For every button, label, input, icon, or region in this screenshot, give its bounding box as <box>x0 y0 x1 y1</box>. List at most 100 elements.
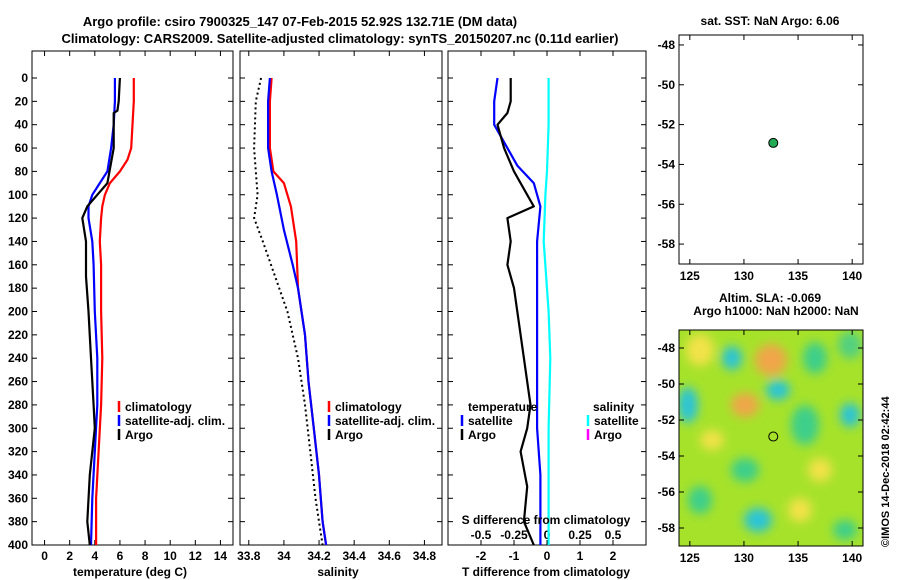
series-line-climatology <box>94 78 135 545</box>
x-tick-label: 14 <box>214 549 228 563</box>
y-tick-label: -52 <box>658 118 676 132</box>
x-tick-label: 6 <box>117 549 124 563</box>
legend-argo-label: Argo <box>125 428 153 442</box>
sla-blob <box>838 331 862 359</box>
figure-title-line2: Climatology: CARS2009. Satellite-adjuste… <box>61 31 618 46</box>
sla-blob <box>700 430 724 450</box>
salinity-legend: climatology satellite-adj. clim. Argo <box>327 400 435 442</box>
salinity-panel: 33.8 34 34.2 34.4 34.6 34.8 climatology satel… <box>237 50 443 579</box>
legend-satellite-label: satellite-adj. clim. <box>125 414 225 428</box>
x-tick-label: 2 <box>66 549 73 563</box>
imos-credit: ©IMOS 14-Dec-2018 02:42:44 <box>880 396 892 547</box>
legend-climatology-label: climatology <box>335 400 402 414</box>
legend-temperature-title: temperature <box>468 400 538 414</box>
y-tick-label: -50 <box>658 377 676 391</box>
argo-location-marker <box>768 137 779 148</box>
series-line-argo <box>81 77 121 546</box>
y-tick-label: -58 <box>658 237 676 251</box>
altimetry-map-title: Altim. SLA: -0.069 <box>719 291 821 305</box>
sla-blob <box>722 346 742 370</box>
x-tick-label: 34.6 <box>378 549 402 563</box>
y-tick-label: 400 <box>8 538 28 552</box>
y-tick-label: 20 <box>15 94 29 108</box>
series-line-satellite-adj-clim- <box>267 77 328 546</box>
x-tick-label: 10 <box>164 549 178 563</box>
series-line-satellite-adj-clim- <box>87 78 117 546</box>
y-tick-label: 60 <box>15 141 29 155</box>
sla-blob <box>803 342 827 374</box>
x-tick-label: 0 <box>41 549 48 563</box>
legend-s-argo-label: Argo <box>594 428 622 442</box>
x-tick-label: 1 <box>577 549 584 563</box>
sla-blob <box>744 508 772 532</box>
y-tick-label: 320 <box>8 445 28 459</box>
s-tick-label: 0 <box>544 528 551 542</box>
y-tick-label: 140 <box>8 234 28 248</box>
altimetry-map-frame <box>678 329 864 547</box>
sst-map-frame <box>678 34 864 265</box>
x-tick-label: 130 <box>734 269 754 283</box>
y-tick-label: -48 <box>658 341 676 355</box>
s-tick-label: -0.5 <box>471 528 492 542</box>
y-tick-label: 240 <box>8 351 28 365</box>
legend-argo-label: Argo <box>335 428 363 442</box>
y-tick-label: 260 <box>8 375 28 389</box>
y-tick-label: -50 <box>658 78 676 92</box>
difference-panel: -2 -1 0 1 2 -0.5 -0.25 0 0.25 0.5 temperature sat… <box>447 50 647 579</box>
s-difference-label: S difference from climatology <box>462 513 631 527</box>
y-tick-label: -56 <box>658 485 676 499</box>
y-tick-label: -54 <box>658 449 676 463</box>
y-tick-label: 80 <box>15 164 29 178</box>
y-tick-label: 200 <box>8 305 28 319</box>
sla-blob <box>791 405 819 445</box>
difference-legend: temperature satellite Argo salinity sate… <box>460 400 639 442</box>
sst-map-panel: sat. SST: NaN Argo: 6.06 125 130 135 140 -48… <box>658 14 864 283</box>
y-tick-label: -48 <box>658 38 676 52</box>
sla-blob <box>766 380 790 400</box>
y-tick-label: 120 <box>8 211 28 225</box>
x-tick-label: 34.8 <box>413 549 437 563</box>
x-tick-label: 12 <box>189 549 203 563</box>
x-tick-label: 4 <box>91 549 98 563</box>
y-tick-label: -56 <box>658 197 676 211</box>
series-line-climatology <box>268 77 328 546</box>
x-tick-label: 34 <box>277 549 291 563</box>
temperature-legend: climatology satellite-adj. clim. Argo <box>117 400 225 442</box>
x-tick-label: 125 <box>680 551 700 565</box>
sla-blob <box>840 403 860 427</box>
x-tick-label: 0 <box>544 549 551 563</box>
y-tick-label: -54 <box>658 157 676 171</box>
x-tick-label: 2 <box>610 549 617 563</box>
s-tick-label: 0.25 <box>568 528 592 542</box>
y-tick-label: 360 <box>8 491 28 505</box>
legend-s-satellite-label: satellite <box>594 414 639 428</box>
sst-map-title: sat. SST: NaN Argo: 6.06 <box>701 14 840 28</box>
altimetry-map-subtitle: Argo h1000: NaN h2000: NaN <box>693 304 858 318</box>
x-tick-label: 34.4 <box>342 549 366 563</box>
x-tick-label: 8 <box>142 549 149 563</box>
figure-title-line1: Argo profile: csiro 7900325_147 07-Feb-2… <box>83 14 517 29</box>
salinity-x-axis-label: salinity <box>317 565 359 579</box>
legend-t-satellite-label: satellite <box>468 414 513 428</box>
temperature-x-axis-label: temperature (deg C) <box>73 565 187 579</box>
temperature-panel: 0204060801001201401601802002202402602803… <box>8 50 234 579</box>
y-tick-label: 220 <box>8 328 28 342</box>
y-tick-label: 380 <box>8 515 28 529</box>
legend-climatology-label: climatology <box>125 400 192 414</box>
series-line-t-argo <box>496 78 535 546</box>
series-line-s-satellite <box>542 78 552 545</box>
salinity-plot-frame <box>239 50 443 546</box>
y-tick-label: -52 <box>658 413 676 427</box>
sla-blob <box>755 344 787 376</box>
s-tick-label: -0.25 <box>500 528 528 542</box>
sla-heatmap-field <box>679 330 863 546</box>
x-tick-label: 135 <box>788 269 808 283</box>
x-tick-label: 140 <box>842 269 862 283</box>
legend-t-argo-label: Argo <box>468 428 496 442</box>
sla-blob <box>833 520 857 540</box>
x-tick-label: 33.8 <box>237 549 261 563</box>
sla-blob <box>731 458 759 482</box>
temperature-plot-frame <box>31 50 234 546</box>
y-tick-label: -58 <box>658 521 676 535</box>
